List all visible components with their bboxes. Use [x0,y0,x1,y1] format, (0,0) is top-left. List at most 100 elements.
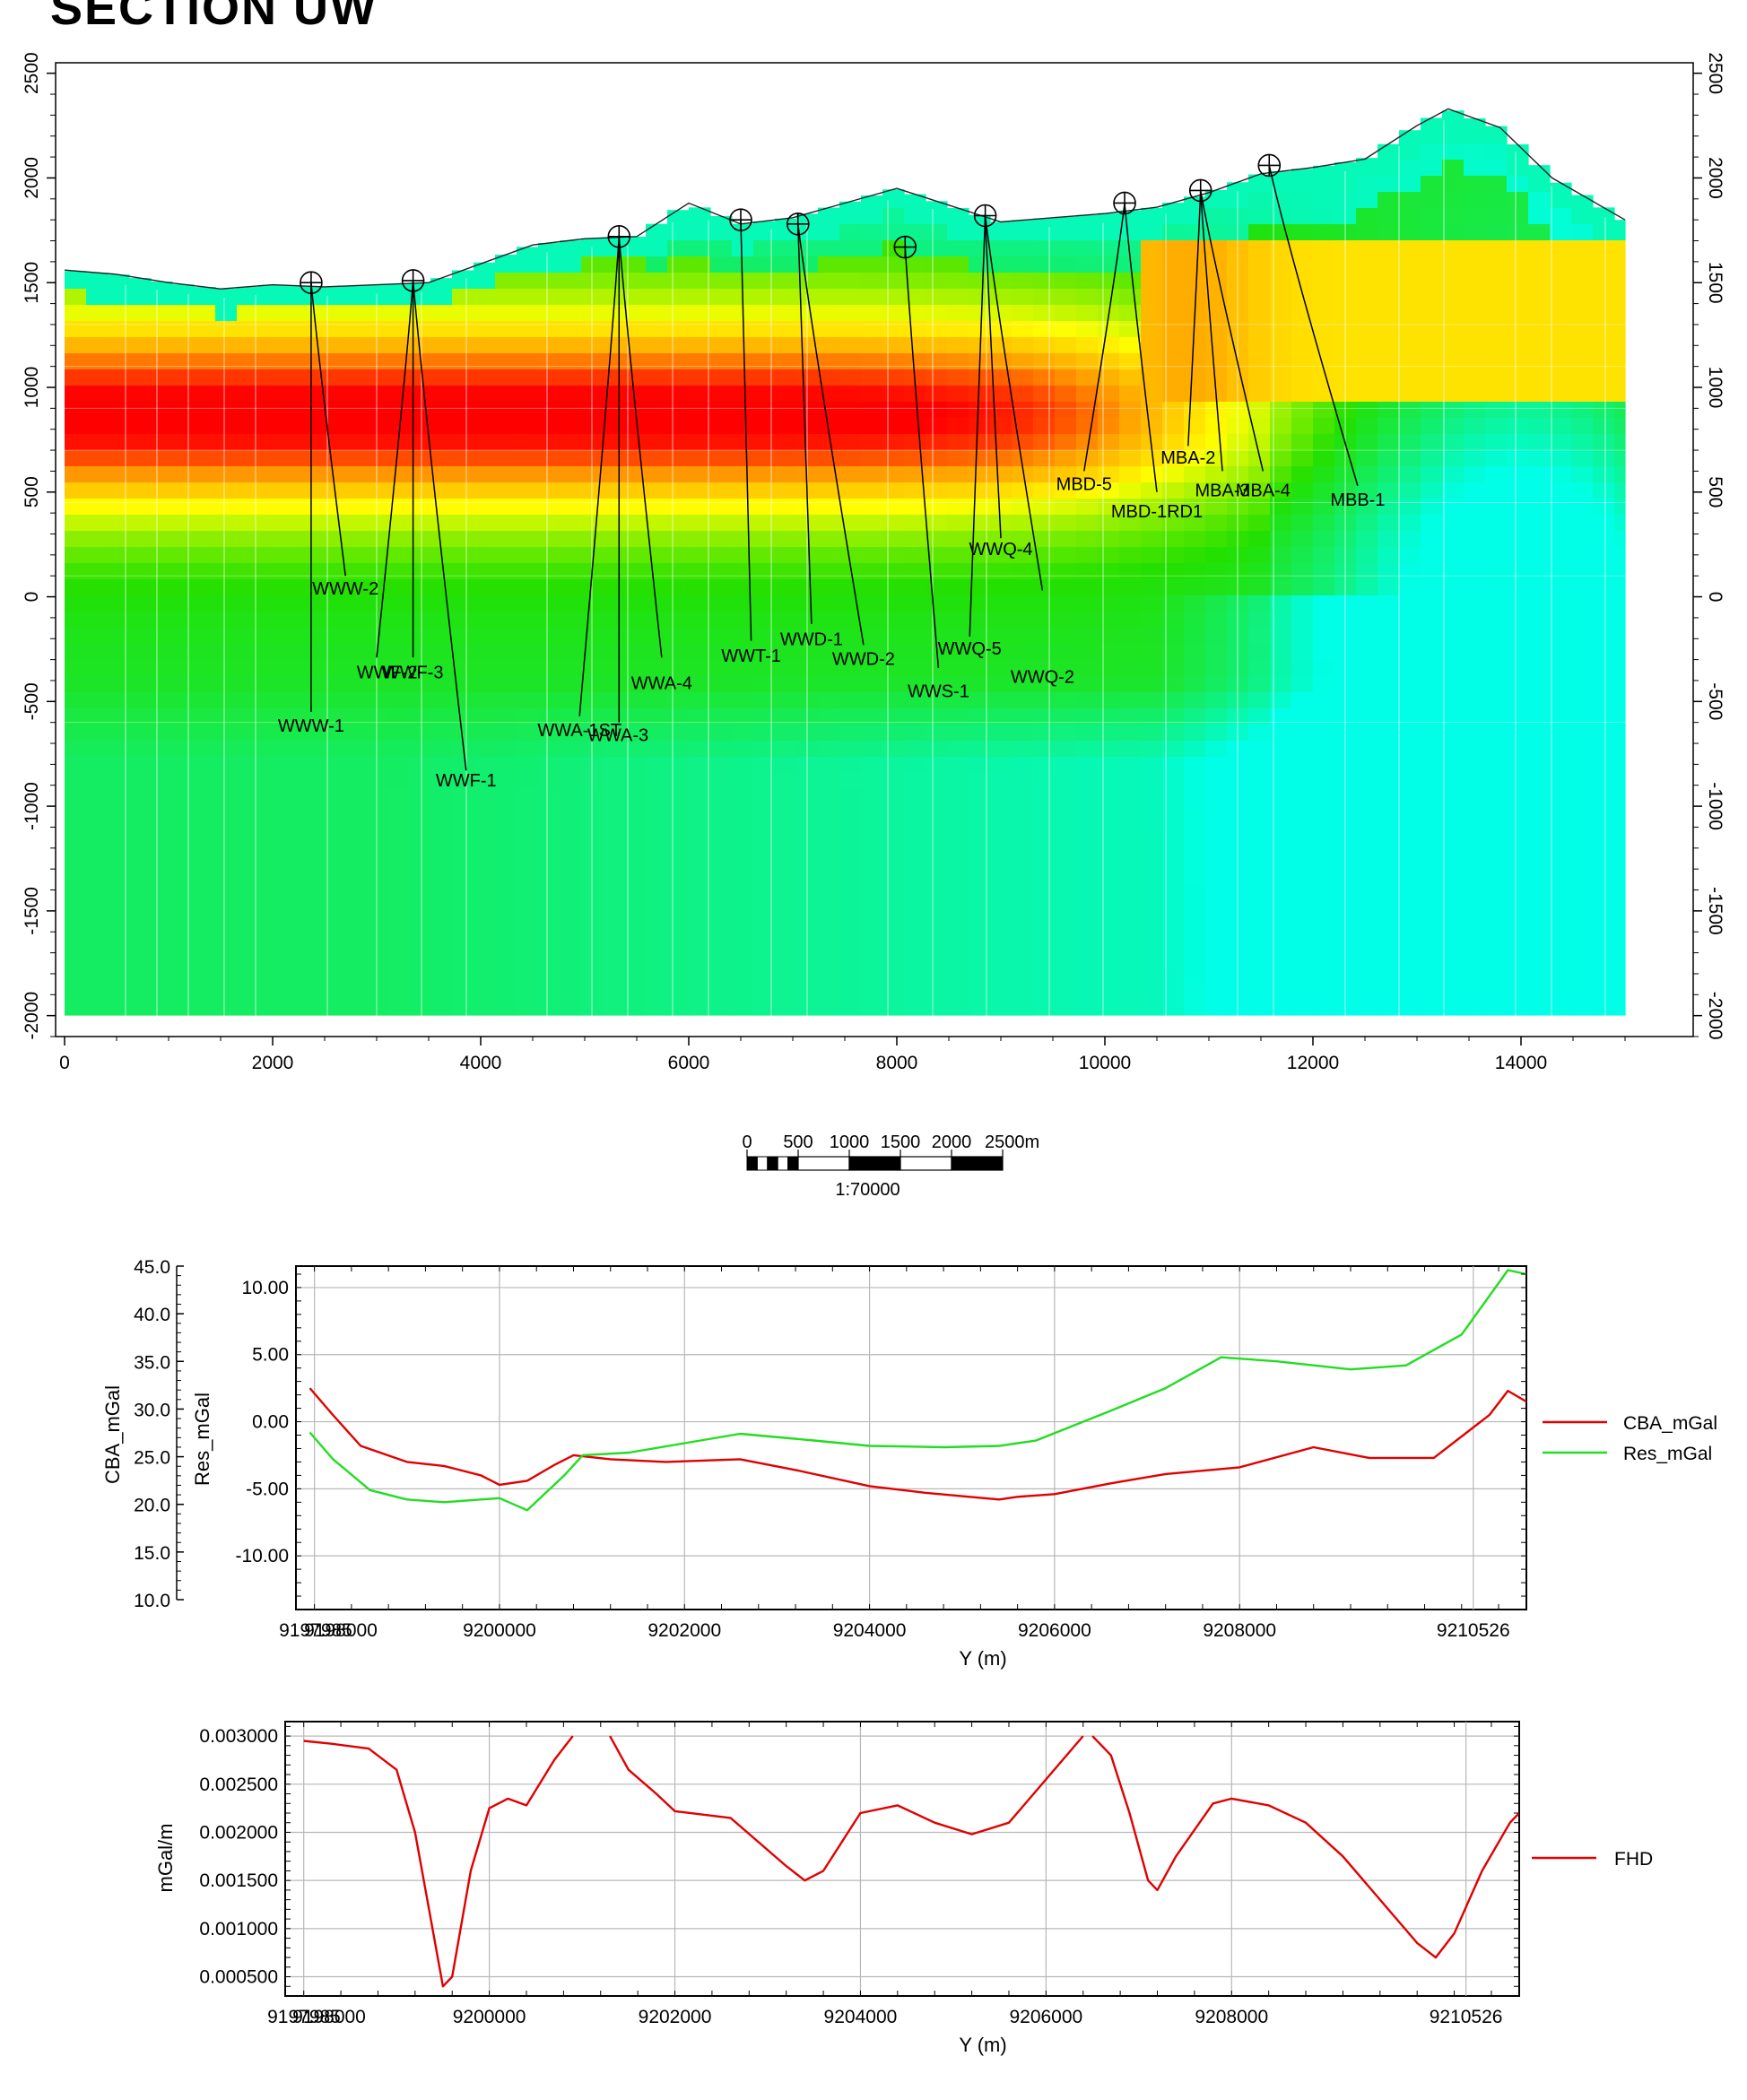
heatmap-cell [1356,983,1378,1000]
heatmap-cell [603,902,625,919]
heatmap-cell [926,886,948,903]
heatmap-cell [1076,725,1099,742]
heatmap-cell [86,999,109,1016]
heatmap-cell [387,660,410,677]
heatmap-cell [409,967,431,984]
heatmap-cell [882,902,905,919]
gravity-series [309,1269,1526,1512]
y-tick-label-right: 2000 [1705,157,1725,199]
heatmap-cell [818,692,840,709]
heatmap-cell [1033,224,1056,241]
heatmap-cell [1485,547,1508,564]
heatmap-cell [646,563,668,580]
heatmap-cell [1119,482,1142,499]
heatmap-cell [1378,708,1400,725]
heatmap-cell [904,256,926,273]
heatmap-cell [603,660,625,677]
heatmap-cell [839,886,862,903]
heatmap-cell [882,289,905,306]
heatmap-cell [1248,434,1271,451]
heatmap-cell [1528,176,1551,193]
heatmap-cell [1507,837,1529,855]
heatmap-cell [1291,482,1314,499]
heatmap-cell [710,224,733,241]
heatmap-cell [990,386,1013,403]
heatmap-cell [1313,660,1335,677]
heatmap-cell [1055,870,1077,887]
heatmap-cell [1184,289,1206,306]
heatmap-cell [1399,870,1421,887]
heatmap-cell [538,821,561,838]
heatmap-cell [301,628,324,645]
heatmap-cell [969,773,991,790]
heatmap-cell [710,434,733,451]
heatmap-cell [129,902,152,919]
heatmap-cell [1442,402,1465,419]
heatmap-cell [151,281,173,290]
heatmap-cell [517,247,539,257]
heatmap-cell [603,466,625,483]
heatmap-cell [1270,918,1292,935]
heatmap-cell [129,418,152,435]
heatmap-cell [108,967,130,984]
heatmap-cell [301,886,324,903]
heatmap-cell [753,967,776,984]
heatmap-cell [517,515,539,532]
heatmap-cell [1378,983,1400,1000]
heatmap-cell [1098,213,1120,225]
heatmap-cell [1507,515,1529,532]
heatmap-cell [452,386,474,403]
heatmap-cell [667,837,690,855]
heatmap-cell [237,725,259,742]
heatmap-cell [990,854,1013,871]
heatmap-cell [1313,579,1335,596]
heatmap-cell [258,321,281,338]
heatmap-cell [1614,337,1626,354]
heatmap-cell [344,289,367,306]
heatmap-cell [947,918,969,935]
heatmap-cell [904,547,926,564]
heatmap-cell [344,369,367,386]
y-tick-label-left: 1500 [22,262,42,304]
heatmap-cell [689,515,711,532]
heatmap-cell [1485,934,1508,951]
heatmap-cell [1356,531,1378,548]
heatmap-cell [560,999,582,1016]
heatmap-cell [710,240,733,257]
heatmap-cell [882,854,905,871]
heatmap-cell [1614,950,1626,968]
heatmap-cell [1528,402,1551,419]
heatmap-cell [108,805,130,822]
heatmap-cell [753,708,776,725]
heatmap-cell [495,353,517,370]
heatmap-cell [1528,692,1551,709]
heatmap-cell [667,854,690,871]
heatmap-cell [667,741,690,758]
heatmap-cell [1012,595,1034,612]
y-tick-label-right: -2000 [1705,992,1725,1040]
heatmap-cell [1184,660,1206,677]
heatmap-cell [452,270,474,273]
heatmap-cell [990,918,1013,935]
heatmap-cell [172,789,195,806]
heatmap-cell [237,644,259,661]
heatmap-cell [1550,934,1572,951]
heatmap-cell [818,337,840,354]
heatmap-cell [1507,628,1529,645]
heatmap-cell [624,676,647,693]
heatmap-cell [344,999,367,1016]
heatmap-cell [387,644,410,661]
heatmap-cell [495,628,517,645]
heatmap-cell [129,434,152,451]
heatmap-cell [969,918,991,935]
heatmap-cell [1550,644,1572,661]
heatmap-cell [861,547,883,564]
heatmap-cell [474,999,496,1016]
heatmap-cell [753,789,776,806]
heatmap-cell [775,725,797,742]
heatmap-cell [1313,708,1335,725]
heatmap-cell [86,757,109,774]
heatmap-cell [344,741,367,758]
heatmap-cell [172,418,195,435]
